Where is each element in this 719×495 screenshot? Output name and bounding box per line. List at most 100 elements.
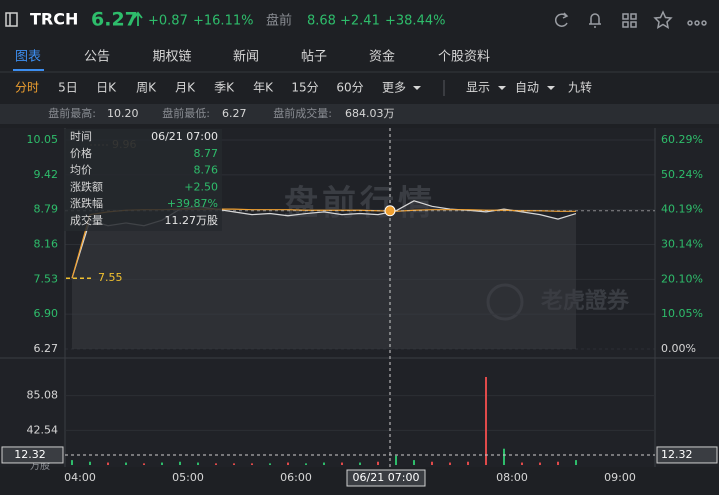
- crosshair-dot: [384, 205, 396, 217]
- y2-tick-label: 60.29%: [661, 133, 703, 146]
- y-tick-label: 6.90: [34, 307, 59, 320]
- volume-bar: [233, 463, 235, 465]
- y-tick-label: 9.42: [34, 168, 59, 181]
- x-tick-label: 08:00: [496, 471, 528, 484]
- toolbar-button[interactable]: 年K: [253, 81, 274, 95]
- tab[interactable]: 新闻: [233, 49, 259, 65]
- tooltip-value: 8.77: [194, 147, 219, 160]
- volume-bar: [71, 460, 73, 465]
- crosshair-volume-label: 12.32: [661, 448, 693, 461]
- volume-bar: [467, 461, 469, 465]
- stat-value: 10.20: [107, 107, 139, 120]
- volume-bar: [377, 461, 379, 465]
- low-label: 7.55: [98, 271, 123, 284]
- stat-label: 盘前成交量:: [273, 106, 332, 120]
- volume-bar: [359, 462, 361, 465]
- refresh-icon[interactable]: [554, 12, 569, 27]
- volume-bar: [575, 460, 577, 465]
- y-tick-label: 6.27: [34, 342, 59, 355]
- toolbar-button[interactable]: 60分: [336, 81, 363, 95]
- tab[interactable]: 图表: [15, 50, 41, 65]
- star-icon[interactable]: [653, 10, 673, 29]
- tooltip-label: 成交量: [70, 213, 103, 227]
- volume-bar: [251, 463, 253, 465]
- crosshair-volume-tag: [1, 446, 64, 464]
- stat-label: 盘前最高:: [48, 106, 96, 120]
- toolbar-button[interactable]: 5日: [58, 81, 78, 95]
- tooltip-label: 均价: [70, 164, 92, 177]
- volume-bar: [323, 462, 325, 465]
- tab[interactable]: 公告: [84, 50, 110, 65]
- grid-icon[interactable]: [622, 13, 637, 28]
- session: 盘前: [266, 13, 292, 29]
- y2-tick-label: 20.10%: [661, 272, 703, 285]
- x-tick-label: 04:00: [64, 471, 96, 484]
- volume-bar: [485, 376, 487, 465]
- volume-bar: [161, 462, 163, 465]
- toolbar-button[interactable]: 分时: [15, 81, 39, 95]
- toolbar-button[interactable]: 周K: [136, 81, 157, 95]
- volume-bar: [395, 455, 397, 465]
- y-tick-label: 8.16: [34, 238, 59, 251]
- toolbar-button[interactable]: 更多: [382, 81, 406, 95]
- stat-value: 684.03万: [345, 107, 395, 120]
- more-icon[interactable]: [687, 20, 707, 26]
- crosshair-volume-label: 12.32: [14, 448, 46, 461]
- tooltip-label: 涨跌幅: [70, 196, 103, 210]
- header-icons: [554, 10, 707, 29]
- tab[interactable]: 期权链: [152, 49, 191, 65]
- volume-bar: [179, 461, 181, 465]
- tooltip-value: 06/21 07:00: [151, 130, 218, 143]
- price: 6.27: [91, 9, 138, 31]
- change-pct: +16.11%: [193, 14, 253, 29]
- x-tick-label: 06:00: [280, 471, 312, 484]
- stat-value: 6.27: [222, 107, 247, 120]
- volume-bar: [431, 461, 433, 465]
- volume-bar: [557, 461, 559, 465]
- toolbar-button[interactable]: 15分: [291, 81, 318, 95]
- volume-bar: [107, 462, 109, 465]
- pre-price: 8.68: [307, 14, 336, 29]
- crosshair-volume-tag: [656, 446, 718, 464]
- dropdown-arrow: [413, 86, 421, 90]
- volume-bar: [125, 462, 127, 465]
- sidebar-icon[interactable]: [5, 12, 18, 27]
- tab[interactable]: 帖子: [301, 50, 327, 65]
- pre-change: +2.41: [340, 14, 380, 29]
- volume-tick-label: 42.54: [27, 423, 59, 436]
- bell-icon[interactable]: [589, 13, 601, 28]
- toolbar-button[interactable]: 自动: [515, 81, 539, 95]
- volume-bar: [143, 463, 145, 465]
- y-tick-label: 7.53: [34, 272, 59, 285]
- stats-strip: [0, 104, 719, 124]
- y2-tick-label: 40.19%: [661, 203, 703, 216]
- price-area: [72, 200, 576, 349]
- tooltip-value: 8.76: [194, 164, 219, 177]
- crosshair-time-tag: [346, 469, 426, 487]
- y-tick-label: 8.79: [34, 203, 59, 216]
- y2-tick-label: 30.14%: [661, 238, 703, 251]
- pre-change-pct: +38.44%: [385, 14, 445, 29]
- volume-bar: [539, 462, 541, 465]
- stat-label: 盘前最低:: [162, 106, 210, 120]
- x-tick-label: 09:00: [604, 471, 636, 484]
- toolbar-button[interactable]: 季K: [214, 81, 235, 95]
- dropdown-arrow: [498, 86, 506, 90]
- toolbar-button[interactable]: 日K: [96, 81, 117, 95]
- y2-tick-label: 10.05%: [661, 307, 703, 320]
- tooltip-value: +2.50: [184, 180, 218, 193]
- toolbar-button[interactable]: 月K: [175, 81, 196, 95]
- volume-bar: [449, 462, 451, 465]
- toolbar-button[interactable]: 九转: [568, 80, 592, 95]
- tooltip-label: 涨跌额: [70, 179, 103, 193]
- tab[interactable]: 资金: [369, 49, 395, 65]
- tab[interactable]: 个股资料: [438, 50, 490, 65]
- dropdown-arrow: [547, 86, 555, 90]
- up-arrow: [133, 11, 143, 26]
- volume-bar: [413, 460, 415, 465]
- toolbar-button[interactable]: 显示: [466, 81, 490, 95]
- tooltip-value: +39.87%: [167, 197, 218, 210]
